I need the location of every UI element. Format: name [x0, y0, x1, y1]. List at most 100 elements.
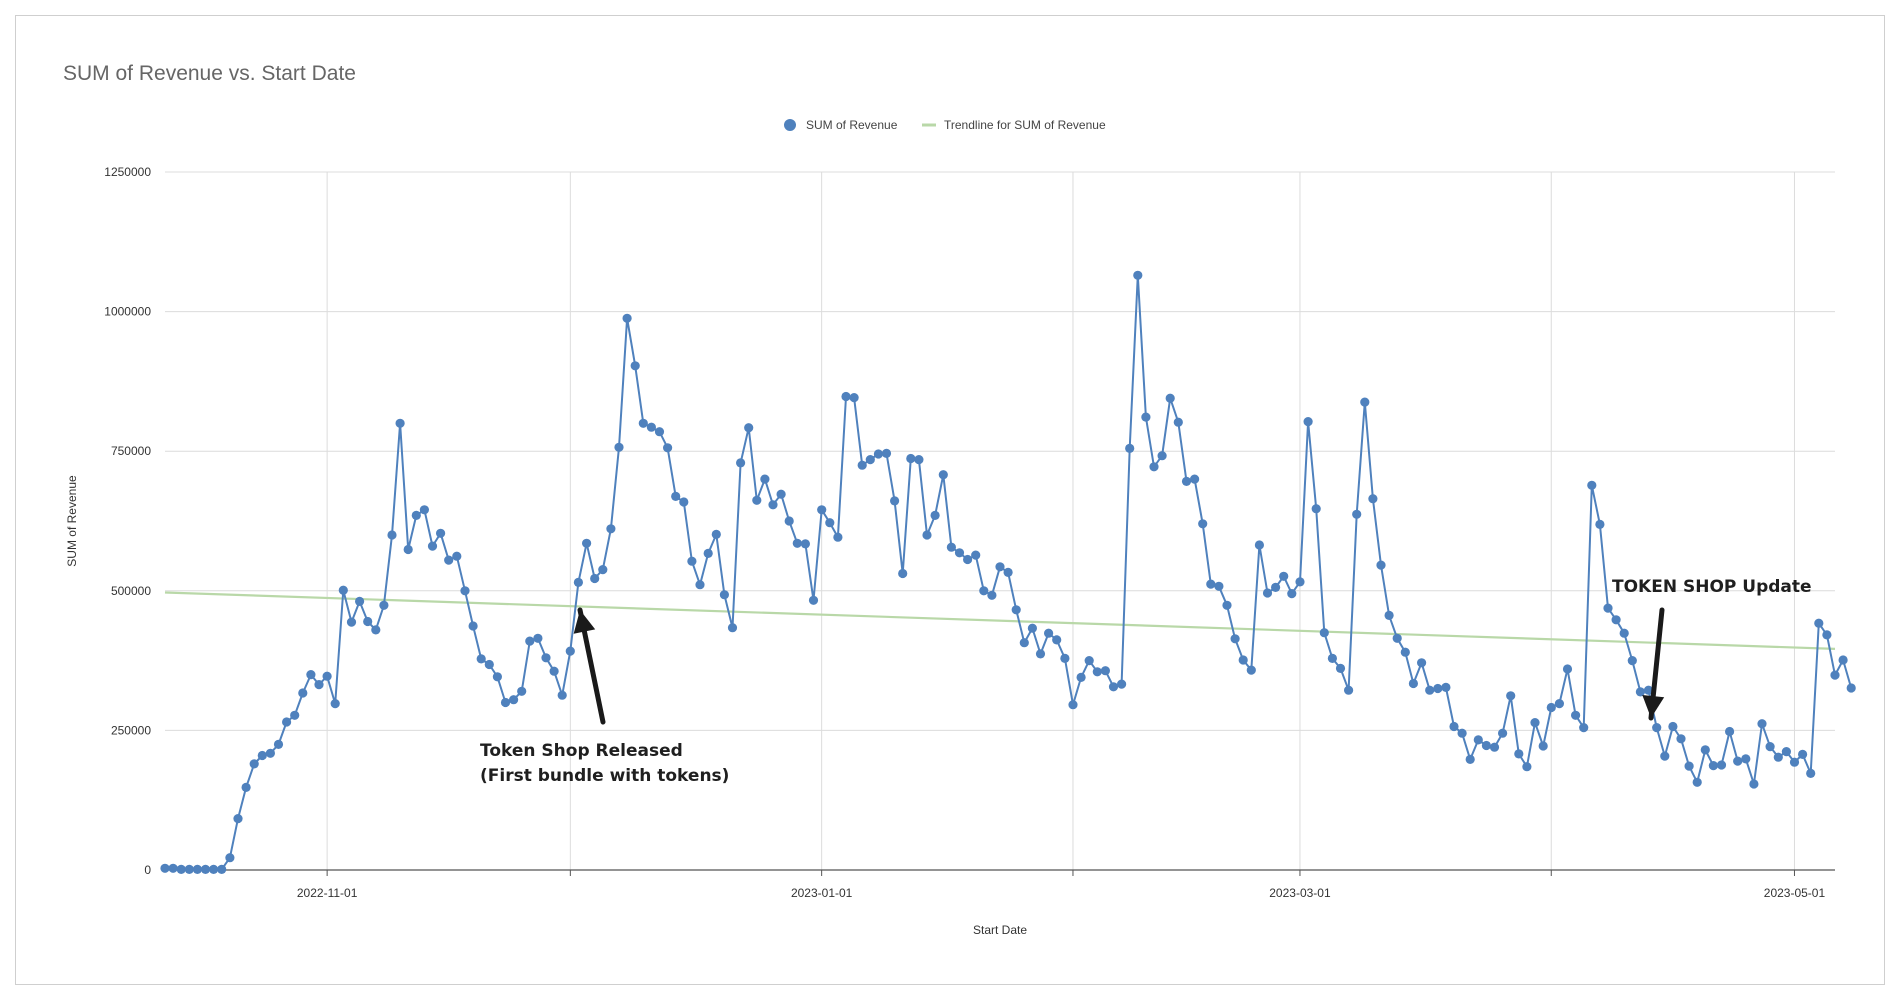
revenue-point: [776, 489, 786, 499]
revenue-point: [1716, 760, 1727, 770]
revenue-point: [1506, 691, 1516, 701]
revenue-point: [1287, 589, 1297, 599]
revenue-point: [1165, 393, 1175, 403]
revenue-point: [573, 577, 584, 588]
revenue-point: [1725, 726, 1735, 737]
revenue-point: [1149, 462, 1159, 472]
y-tick-label: 1000000: [104, 305, 151, 319]
revenue-point: [857, 460, 867, 470]
revenue-point: [1749, 779, 1759, 789]
revenue-point: [971, 550, 981, 560]
revenue-point: [1587, 480, 1597, 490]
annotations-layer: Token Shop Released (First bundle with to…: [480, 577, 1812, 786]
revenue-point: [1125, 443, 1135, 453]
revenue-point: [257, 750, 267, 761]
revenue-point: [1546, 702, 1556, 713]
revenue-point: [322, 671, 332, 681]
revenue-point: [363, 616, 373, 627]
token-shop-released-arrow-head: [573, 610, 596, 634]
revenue-point: [1295, 577, 1305, 587]
revenue-point: [565, 646, 575, 656]
x-axis-title: Start Date: [973, 923, 1027, 937]
revenue-point: [508, 695, 519, 705]
revenue-point: [395, 418, 405, 428]
revenue-point: [1052, 635, 1062, 645]
revenue-point: [849, 393, 859, 403]
revenue-point: [1376, 560, 1386, 570]
revenue-point: [736, 458, 746, 468]
y-tick-label: 0: [144, 863, 151, 877]
revenue-point: [452, 551, 462, 561]
revenue-point: [1133, 270, 1143, 280]
revenue-point: [1846, 683, 1856, 693]
y-axis-title: SUM of Revenue: [65, 475, 79, 567]
revenue-point: [476, 654, 486, 664]
revenue-point: [1108, 682, 1119, 692]
revenue-point: [1806, 768, 1816, 779]
revenue-point: [1627, 656, 1637, 666]
revenue-point: [403, 544, 413, 555]
revenue-point: [1327, 653, 1337, 664]
revenue-point: [687, 556, 697, 566]
revenue-point: [1084, 656, 1094, 666]
revenue-point: [1595, 519, 1605, 530]
revenue-point: [1011, 605, 1021, 615]
revenue-point: [1181, 476, 1192, 486]
revenue-point: [963, 554, 973, 565]
revenue-point: [930, 510, 940, 520]
revenue-point: [654, 427, 665, 437]
revenue-point: [1522, 762, 1532, 772]
revenue-point: [306, 670, 316, 680]
revenue-point: [1027, 623, 1037, 633]
revenue-point: [1765, 742, 1775, 752]
revenue-point: [176, 864, 186, 875]
revenue-point: [1579, 723, 1589, 733]
revenue-point: [314, 680, 324, 690]
revenue-point: [517, 686, 527, 696]
revenue-point: [1433, 683, 1443, 694]
revenue-point: [1498, 728, 1508, 738]
revenue-point: [427, 541, 438, 551]
revenue-point: [995, 562, 1005, 572]
revenue-point: [1708, 761, 1718, 771]
axes-layer: 0 250000 500000 750000 1000000 1250000 2022-11…: [65, 165, 1835, 937]
revenue-point: [1262, 588, 1273, 598]
revenue-point: [1757, 719, 1767, 729]
revenue-point: [1360, 397, 1370, 407]
revenue-point: [703, 548, 713, 559]
revenue-point: [1173, 417, 1183, 427]
revenue-point: [1465, 754, 1475, 765]
revenue-point: [282, 717, 292, 727]
revenue-point: [825, 518, 835, 528]
y-tick-label: 500000: [111, 584, 151, 598]
revenue-point: [784, 516, 794, 526]
revenue-point: [184, 864, 194, 875]
revenue-point: [484, 659, 494, 670]
revenue-point: [598, 565, 608, 575]
revenue-point: [890, 496, 900, 506]
revenue-point: [646, 422, 657, 432]
revenue-point: [492, 672, 502, 682]
annotation-token-shop-released: (First bundle with tokens): [480, 766, 729, 786]
token-shop-update-arrow-head: [1642, 694, 1665, 718]
revenue-point: [938, 470, 948, 480]
revenue-point: [630, 361, 640, 371]
revenue-point: [1676, 734, 1686, 744]
revenue-point: [1271, 582, 1281, 593]
revenue-point: [419, 505, 429, 515]
revenue-point: [1303, 417, 1313, 427]
revenue-point: [1254, 540, 1264, 550]
revenue-point: [1652, 723, 1662, 733]
revenue-point: [1530, 718, 1540, 728]
revenue-point: [468, 621, 478, 631]
revenue-point: [1538, 741, 1548, 751]
revenue-point: [209, 864, 219, 875]
revenue-point: [1117, 679, 1127, 689]
revenue-point: [1789, 757, 1800, 767]
revenue-point: [273, 739, 284, 750]
revenue-point: [1214, 581, 1224, 591]
revenue-point: [1603, 603, 1613, 613]
revenue-point: [1481, 740, 1491, 751]
revenue-point: [1392, 633, 1402, 643]
